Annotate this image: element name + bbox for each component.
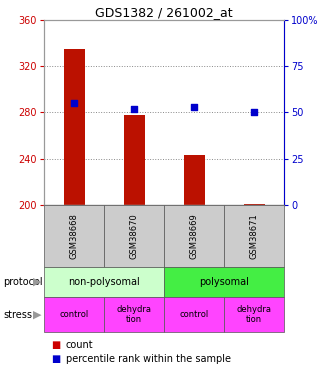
Text: GSM38669: GSM38669 [189,213,198,259]
Bar [44,267,164,297]
Text: control: control [180,310,209,319]
Bar [63,49,84,205]
Text: ■: ■ [52,354,60,364]
Point [132,106,137,112]
Bar [104,205,164,267]
Text: non-polysomal: non-polysomal [68,277,140,287]
Text: protocol: protocol [3,277,43,287]
Bar [164,297,224,332]
Point [71,100,76,106]
Text: control: control [60,310,89,319]
Text: polysomal: polysomal [199,277,249,287]
Bar [183,155,204,205]
Text: ■: ■ [52,340,60,350]
Bar [124,115,145,205]
Text: dehydra
tion: dehydra tion [116,305,151,324]
Text: count: count [66,340,93,350]
Point [191,104,196,110]
Point [252,110,257,116]
Bar [224,205,284,267]
Bar [44,297,104,332]
Bar [224,297,284,332]
Text: ▶: ▶ [33,277,41,287]
Text: stress: stress [3,309,32,320]
Bar [104,297,164,332]
Text: GSM38671: GSM38671 [250,213,259,259]
Text: ▶: ▶ [33,309,41,320]
Text: GSM38668: GSM38668 [69,213,78,259]
Bar [244,204,265,205]
Text: dehydra
tion: dehydra tion [236,305,271,324]
Text: percentile rank within the sample: percentile rank within the sample [66,354,231,364]
Title: GDS1382 / 261002_at: GDS1382 / 261002_at [95,6,233,19]
Text: GSM38670: GSM38670 [130,213,139,259]
Bar [164,267,284,297]
Bar [164,205,224,267]
Bar [44,205,104,267]
